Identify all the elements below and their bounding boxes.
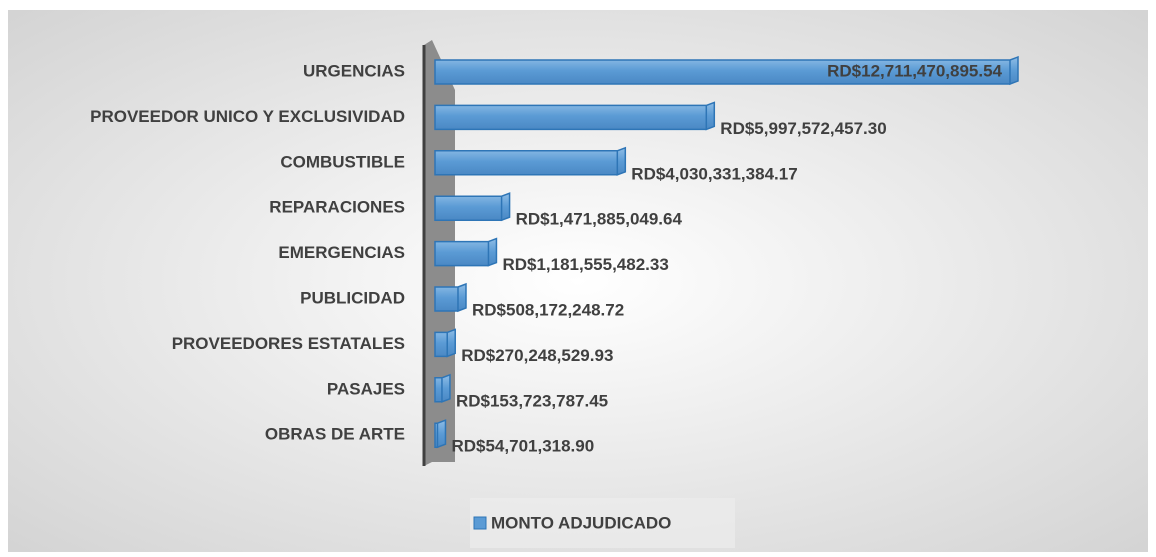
category-label: OBRAS DE ARTE (265, 425, 405, 444)
category-label: PASAJES (327, 379, 405, 398)
value-label: RD$5,997,572,457.30 (720, 119, 886, 138)
value-label: RD$153,723,787.45 (456, 391, 608, 410)
bar (434, 55, 1019, 86)
category-label: URGENCIAS (303, 61, 405, 80)
category-label: REPARACIONES (269, 198, 405, 217)
bar (434, 328, 456, 358)
value-label: RD$12,711,470,895.54 (827, 61, 1002, 80)
legend-marker (473, 516, 487, 530)
legend-label: MONTO ADJUDICADO (491, 513, 671, 532)
bar (434, 101, 716, 131)
category-label: PROVEEDORES ESTATALES (172, 334, 405, 353)
bar (434, 373, 451, 403)
value-label: RD$54,701,318.90 (451, 437, 594, 456)
value-label: RD$270,248,529.93 (461, 346, 613, 365)
value-label: RD$1,471,885,049.64 (516, 210, 683, 229)
bar (434, 146, 627, 176)
bar (434, 282, 467, 313)
category-label: COMBUSTIBLE (280, 152, 405, 171)
category-label: PROVEEDOR UNICO Y EXCLUSIVIDAD (90, 107, 405, 126)
bar (434, 237, 498, 267)
value-label: RD$1,181,555,482.33 (502, 255, 668, 274)
value-label: RD$4,030,331,384.17 (631, 164, 797, 183)
chart-background (8, 10, 1148, 552)
bar (434, 192, 511, 222)
bar (434, 419, 447, 449)
category-label: PUBLICIDAD (300, 288, 405, 307)
category-label: EMERGENCIAS (278, 243, 405, 262)
value-label: RD$508,172,248.72 (472, 300, 624, 319)
legend-box (470, 498, 735, 548)
